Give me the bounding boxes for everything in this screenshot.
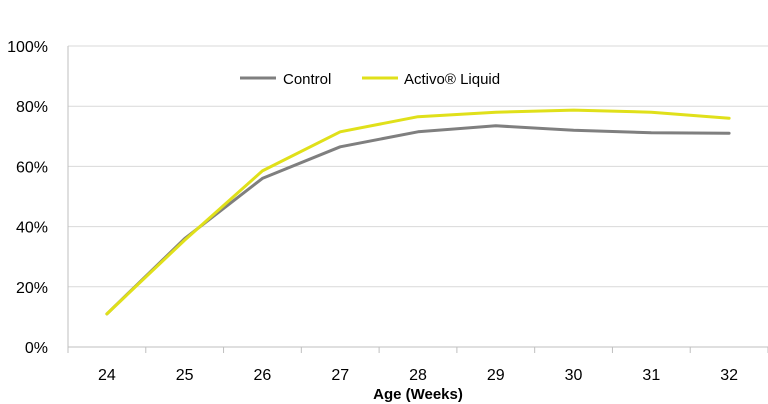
x-axis-tick-labels: 24 25 26 27 28 29 30 31 32 (98, 367, 738, 384)
y-tick-label: 0% (25, 340, 48, 357)
y-axis-tick-labels: 0% 20% 40% 60% 80% 100% (7, 39, 48, 357)
x-tick-label: 30 (565, 367, 583, 384)
legend: Control Activo® Liquid (240, 71, 500, 88)
x-tick-label: 24 (98, 367, 116, 384)
x-tick-label: 32 (720, 367, 738, 384)
x-tick-label: 25 (176, 367, 194, 384)
x-tick-label: 26 (254, 367, 272, 384)
x-tick-label: 28 (409, 367, 427, 384)
x-tick-label: 27 (331, 367, 349, 384)
y-tick-label: 20% (16, 280, 48, 297)
x-tick-label: 31 (642, 367, 660, 384)
y-tick-label: 60% (16, 159, 48, 176)
y-tick-label: 100% (7, 39, 48, 56)
series-lines (105, 108, 731, 316)
series-line-control (105, 124, 731, 316)
x-axis-title: Age (Weeks) (373, 386, 463, 403)
y-tick-label: 80% (16, 99, 48, 116)
legend-label: Control (283, 71, 331, 88)
x-tick-label: 29 (487, 367, 505, 384)
series-line-activo-liquid (105, 108, 731, 316)
gridlines (68, 45, 768, 288)
x-axis-ticks (67, 347, 768, 353)
legend-label: Activo® Liquid (404, 71, 500, 88)
y-tick-label: 40% (16, 220, 48, 237)
